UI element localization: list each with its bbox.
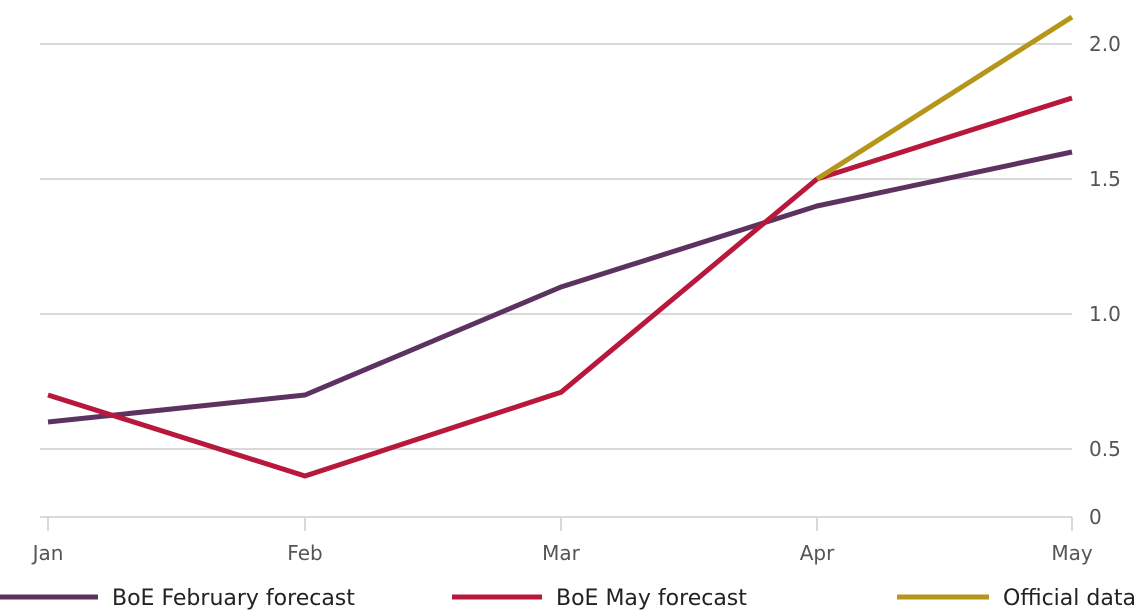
x-axis: Jan Feb Mar Apr May: [31, 517, 1093, 565]
legend-label: BoE February forecast: [112, 586, 355, 610]
legend-label: Official data: [1003, 586, 1136, 610]
x-tick-label: Apr: [800, 541, 835, 565]
series-line: [47, 95, 1073, 479]
x-tick-label: Jan: [31, 541, 64, 565]
y-tick-label: 0.5: [1089, 437, 1121, 461]
series-line: [815, 14, 1074, 182]
x-tick-label: Feb: [287, 541, 322, 565]
x-tick-label: Mar: [542, 541, 581, 565]
series-lines: [47, 14, 1074, 479]
legend: BoE February forecast BoE May forecast Off…: [0, 586, 1136, 610]
series-line: [47, 149, 1073, 425]
legend-label: BoE May forecast: [556, 586, 747, 610]
y-tick-label: 2.0: [1089, 32, 1121, 56]
x-tick-label: May: [1051, 541, 1093, 565]
y-tick-label: 1.5: [1089, 167, 1121, 191]
y-tick-label: 1.0: [1089, 302, 1121, 326]
y-tick-label: 0: [1089, 505, 1102, 529]
y-axis-tick-labels: 0 0.5 1.0 1.5 2.0: [1089, 32, 1121, 529]
